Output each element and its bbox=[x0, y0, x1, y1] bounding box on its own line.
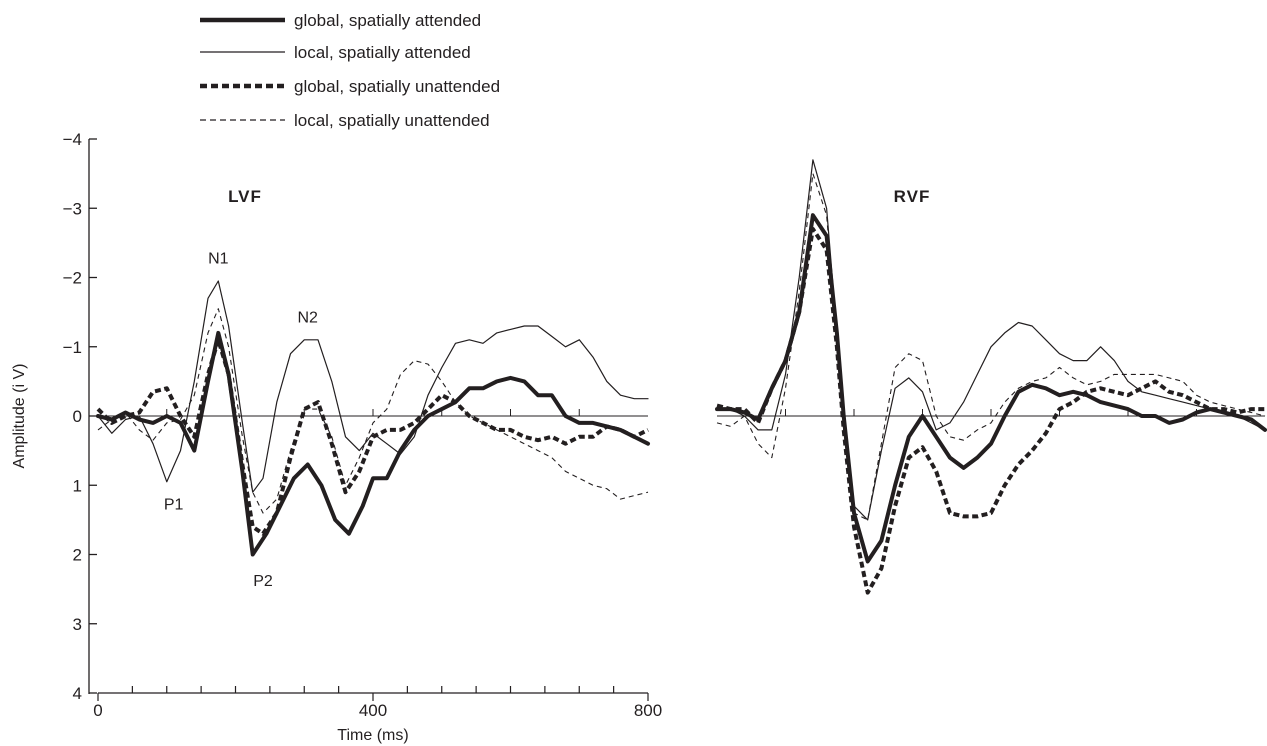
peak-label-p1: P1 bbox=[164, 497, 184, 514]
y-tick-label: −3 bbox=[63, 199, 82, 218]
y-ticks: −4 −3 −2 −1 0 1 2 3 4 bbox=[63, 130, 97, 703]
lvf-series-global-spatially-unattended bbox=[96, 337, 649, 536]
y-axis-title: Amplitude (i V) bbox=[11, 364, 28, 469]
x-ticks: 0 400 800 bbox=[93, 686, 662, 720]
panel-lvf: LVF N1 N2 P1 P2 bbox=[96, 187, 650, 590]
y-tick-label: 3 bbox=[73, 615, 82, 634]
lvf-zero-ticks bbox=[166, 409, 580, 416]
legend-label-local-unattended: local, spatially unattended bbox=[294, 111, 490, 130]
rvf-series-global-spatially-attended bbox=[715, 213, 1267, 564]
peak-label-p2: P2 bbox=[253, 573, 273, 590]
x-tick-label: 0 bbox=[93, 701, 102, 720]
lvf-series-global-spatially-attended bbox=[96, 330, 650, 557]
y-tick-label: −4 bbox=[63, 130, 82, 149]
rvf-series bbox=[715, 159, 1267, 595]
lvf-panel-title: LVF bbox=[228, 187, 262, 206]
x-axis: 0 400 800 Time (ms) bbox=[93, 686, 662, 744]
rvf-series-global-spatially-unattended bbox=[716, 227, 1265, 595]
lvf-series-local-spatially-unattended bbox=[97, 308, 649, 514]
x-tick-label: 400 bbox=[359, 701, 387, 720]
legend-label-local-attended: local, spatially attended bbox=[294, 43, 471, 62]
y-tick-label: 0 bbox=[73, 407, 82, 426]
y-tick-label: 1 bbox=[73, 476, 82, 495]
rvf-panel-title: RVF bbox=[894, 187, 931, 206]
peak-label-n2: N2 bbox=[297, 310, 318, 327]
y-tick-label: −2 bbox=[63, 269, 82, 288]
legend-label-global-attended: global, spatially attended bbox=[294, 11, 481, 30]
x-tick-label: 800 bbox=[634, 701, 662, 720]
panel-rvf: RVF bbox=[715, 159, 1267, 595]
lvf-series-local-spatially-attended bbox=[97, 280, 649, 493]
y-axis: −4 −3 −2 −1 0 1 2 3 4 Amplitude (i V) bbox=[11, 130, 97, 703]
y-tick-label: −1 bbox=[63, 338, 82, 357]
y-tick-label: 2 bbox=[73, 546, 82, 565]
legend: global, spatially attended local, spatia… bbox=[200, 11, 500, 130]
peak-label-n1: N1 bbox=[208, 251, 229, 268]
rvf-series-local-spatially-unattended bbox=[716, 173, 1266, 521]
lvf-peak-labels: N1 N2 P1 P2 bbox=[164, 251, 318, 590]
y-tick-label: 4 bbox=[73, 684, 82, 703]
legend-label-global-unattended: global, spatially unattended bbox=[294, 77, 500, 96]
x-axis-title: Time (ms) bbox=[337, 727, 408, 744]
rvf-series-local-spatially-attended bbox=[716, 159, 1266, 521]
lvf-series bbox=[96, 280, 650, 557]
